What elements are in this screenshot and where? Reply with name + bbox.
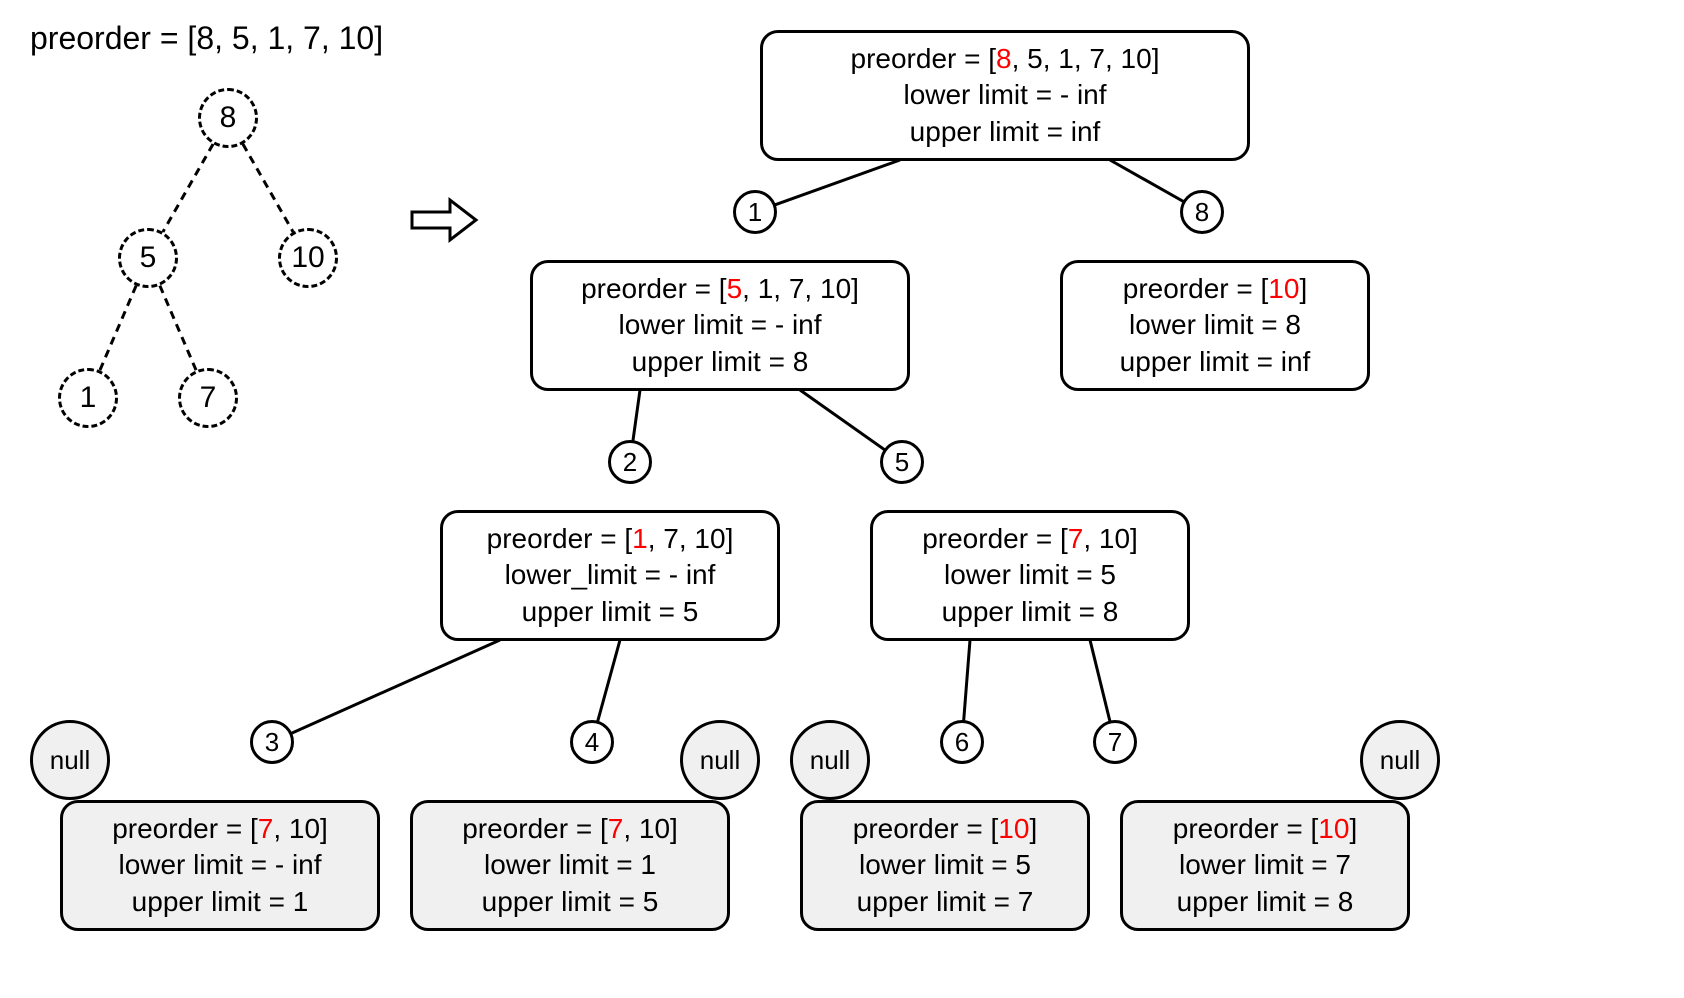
upper-limit-line: upper limit = 8 xyxy=(555,344,885,380)
null-badge: null xyxy=(30,720,110,800)
upper-limit-line: upper limit = 8 xyxy=(895,594,1165,630)
step-badge-6: 6 xyxy=(940,720,984,764)
upper-limit-line: upper limit = 1 xyxy=(85,884,355,920)
highlighted-value: 7 xyxy=(1068,523,1084,554)
recursion-box: preorder = [7, 10]lower limit = 1upper l… xyxy=(410,800,730,931)
preorder-line: preorder = [7, 10] xyxy=(895,521,1165,557)
upper-limit-line: upper limit = inf xyxy=(1085,344,1345,380)
upper-limit-line: upper limit = inf xyxy=(785,114,1225,150)
tree-node-8: 8 xyxy=(198,88,258,148)
preorder-line: preorder = [10] xyxy=(1085,271,1345,307)
step-badge-3: 3 xyxy=(250,720,294,764)
step-badge-2: 2 xyxy=(608,440,652,484)
recursion-box: preorder = [7, 10]lower limit = - infupp… xyxy=(60,800,380,931)
preorder-title: preorder = [8, 5, 1, 7, 10] xyxy=(30,20,383,57)
highlighted-value: 5 xyxy=(727,273,743,304)
upper-limit-line: upper limit = 8 xyxy=(1145,884,1385,920)
step-badge-7: 7 xyxy=(1093,720,1137,764)
highlighted-value: 10 xyxy=(1268,273,1299,304)
step-badge-4: 4 xyxy=(570,720,614,764)
preorder-line: preorder = [7, 10] xyxy=(85,811,355,847)
recursion-box: preorder = [7, 10]lower limit = 5upper l… xyxy=(870,510,1190,641)
lower-limit-line: lower limit = - inf xyxy=(785,77,1225,113)
preorder-line: preorder = [7, 10] xyxy=(435,811,705,847)
step-badge-5: 5 xyxy=(880,440,924,484)
lower-limit-line: lower limit = 1 xyxy=(435,847,705,883)
step-badge-8: 8 xyxy=(1180,190,1224,234)
preorder-line: preorder = [10] xyxy=(1145,811,1385,847)
null-badge: null xyxy=(790,720,870,800)
null-badge: null xyxy=(1360,720,1440,800)
preorder-line: preorder = [1, 7, 10] xyxy=(465,521,755,557)
tree-node-7: 7 xyxy=(178,368,238,428)
highlighted-value: 1 xyxy=(632,523,648,554)
null-badge: null xyxy=(680,720,760,800)
highlighted-value: 10 xyxy=(1318,813,1349,844)
preorder-line: preorder = [5, 1, 7, 10] xyxy=(555,271,885,307)
recursion-box: preorder = [10]lower limit = 5upper limi… xyxy=(800,800,1090,931)
lower-limit-line: lower limit = 7 xyxy=(1145,847,1385,883)
highlighted-value: 7 xyxy=(258,813,274,844)
lower-limit-line: lower_limit = - inf xyxy=(465,557,755,593)
arrow-icon xyxy=(410,195,480,250)
upper-limit-line: upper limit = 5 xyxy=(465,594,755,630)
recursion-box: preorder = [1, 7, 10]lower_limit = - inf… xyxy=(440,510,780,641)
preorder-line: preorder = [10] xyxy=(825,811,1065,847)
highlighted-value: 10 xyxy=(998,813,1029,844)
recursion-box: preorder = [8, 5, 1, 7, 10]lower limit =… xyxy=(760,30,1250,161)
tree-node-1: 1 xyxy=(58,368,118,428)
lower-limit-line: lower limit = - inf xyxy=(85,847,355,883)
tree-node-10: 10 xyxy=(278,228,338,288)
step-badge-1: 1 xyxy=(733,190,777,234)
lower-limit-line: lower limit = - inf xyxy=(555,307,885,343)
tree-node-5: 5 xyxy=(118,228,178,288)
upper-limit-line: upper limit = 5 xyxy=(435,884,705,920)
lower-limit-line: lower limit = 8 xyxy=(1085,307,1345,343)
lower-limit-line: lower limit = 5 xyxy=(825,847,1065,883)
recursion-box: preorder = [5, 1, 7, 10]lower limit = - … xyxy=(530,260,910,391)
recursion-box: preorder = [10]lower limit = 7upper limi… xyxy=(1120,800,1410,931)
recursion-box: preorder = [10]lower limit = 8upper limi… xyxy=(1060,260,1370,391)
lower-limit-line: lower limit = 5 xyxy=(895,557,1165,593)
highlighted-value: 7 xyxy=(608,813,624,844)
preorder-line: preorder = [8, 5, 1, 7, 10] xyxy=(785,41,1225,77)
upper-limit-line: upper limit = 7 xyxy=(825,884,1065,920)
highlighted-value: 8 xyxy=(996,43,1012,74)
